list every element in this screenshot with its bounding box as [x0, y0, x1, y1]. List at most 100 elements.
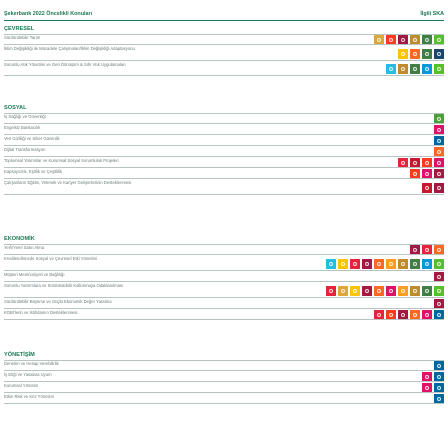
sdg-goal-icon: [422, 372, 432, 382]
sdg-goal-icon: [434, 383, 444, 393]
row-divider: [4, 75, 444, 76]
row-divider: [4, 403, 444, 404]
sdg-goal-icon: [398, 48, 408, 59]
table-row: Çalışanların Eğitim, Yetenek ve Kariyer …: [4, 180, 444, 195]
table-row: İş Etiği ve Yasalara Uyum: [4, 372, 444, 382]
topic-label: Kurumsal Yönetim: [4, 383, 39, 388]
row-divider: [4, 167, 444, 168]
row-divider: [4, 281, 444, 282]
topic-label: Dijital Transformasyon: [4, 147, 46, 152]
table-row: İklim Değişikliği ile Mücadele Çalışmala…: [4, 46, 444, 61]
table-row: Dijital Transformasyon: [4, 147, 444, 157]
sdg-goal-icon: [422, 285, 432, 296]
sdg-icon-group: [398, 158, 444, 168]
sdg-icon-group: [434, 394, 444, 404]
topic-label: Denetim ve Hesap Verebilirlik: [4, 361, 59, 366]
sdg-goal-icon: [410, 158, 420, 168]
sdg-goal-icon: [422, 35, 432, 45]
row-divider: [4, 270, 444, 271]
table-header: Şekerbank 2022 Öncelikli Konuları İlgili…: [4, 11, 444, 23]
row-divider: [4, 319, 444, 320]
row-divider: [4, 392, 444, 393]
sdg-goal-icon: [422, 245, 432, 255]
sdg-icon-group: [434, 299, 444, 309]
sdg-icon-group: [434, 147, 444, 157]
sdg-goal-icon: [434, 285, 444, 296]
sdg-goal-icon: [434, 136, 444, 146]
sdg-goal-icon: [434, 245, 444, 255]
sdg-goal-icon: [434, 125, 444, 135]
topic-label: Kredilendirmede Sosyal ve Çevresel Etki …: [4, 256, 98, 261]
sdg-goal-icon: [350, 258, 360, 269]
table-row: Denetim ve Hesap Verebilirlik: [4, 360, 444, 371]
sdg-goal-icon: [410, 169, 420, 179]
row-divider: [4, 113, 444, 114]
sdg-goal-icon: [434, 147, 444, 157]
topic-label: İş Etiği ve Yasalara Uyum: [4, 372, 52, 377]
sdg-goal-icon: [338, 258, 348, 269]
row-divider: [4, 156, 444, 157]
row-divider: [4, 60, 444, 61]
sdg-goal-icon: [434, 372, 444, 382]
sdg-goal-icon: [398, 64, 408, 74]
sdg-goal-icon: [386, 258, 396, 269]
table-row: Müşteri Memnuniyeti ve Bağlılığı: [4, 272, 444, 282]
table-row: Sürdürülebilir Büyüme ve Güçlü Ekonomik …: [4, 299, 444, 309]
sdg-goal-icon: [410, 258, 420, 269]
topic-label: Sürdürülebilir Büyüme ve Güçlü Ekonomik …: [4, 299, 112, 304]
sdg-goal-icon: [434, 310, 444, 320]
sdg-goal-icon: [398, 258, 408, 269]
sdg-goal-icon: [434, 158, 444, 168]
sdg-goal-icon: [422, 64, 432, 74]
sdg-goal-icon: [434, 48, 444, 59]
section-title: EKONOMİK: [4, 236, 35, 242]
row-divider: [4, 254, 444, 255]
sdg-goal-icon: [434, 361, 444, 371]
sdg-goal-icon: [386, 64, 396, 74]
row-divider: [4, 194, 444, 195]
row-divider: [4, 381, 444, 382]
sdg-icon-group: [434, 361, 444, 371]
sdg-goal-icon: [398, 310, 408, 320]
topic-label: Toplumsal Yatırımlar ve Kurumsal Sosyal …: [4, 158, 119, 163]
sdg-icon-group: [398, 48, 444, 59]
topic-label: İş Sağlığı ve Güvenliği: [4, 114, 46, 119]
table-row: Veri Gizliliği ve Siber Güvenlik: [4, 136, 444, 146]
sdg-goal-icon: [422, 48, 432, 59]
section-title: SOSYAL: [4, 105, 27, 111]
sdg-goal-icon: [362, 285, 372, 296]
section-title: ÇEVRESEL: [4, 26, 35, 32]
section-title: YÖNETİŞİM: [4, 352, 35, 358]
topic-label: Veri Gizliliği ve Siber Güvenlik: [4, 136, 60, 141]
header-topics: Şekerbank 2022 Öncelikli Konuları: [4, 11, 93, 17]
topic-label: Sorumlu Atık Yönetimi ve Geri Dönüşüm & …: [4, 62, 126, 67]
sdg-icon-group: [386, 64, 444, 74]
sdg-goal-icon: [410, 35, 420, 45]
sdg-goal-icon: [410, 245, 420, 255]
row-divider: [4, 297, 444, 298]
row-divider: [4, 123, 444, 124]
table-row: Sürdürülebilir Tarım: [4, 34, 444, 45]
sdg-goal-icon: [410, 64, 420, 74]
header-sdg: İlgili SKA: [420, 11, 444, 17]
sdg-icon-group: [422, 372, 444, 382]
sdg-goal-icon: [422, 158, 432, 168]
row-divider: [4, 34, 444, 35]
sdg-icon-group: [434, 125, 444, 135]
sdg-icon-group: [326, 258, 444, 269]
sdg-goal-icon: [434, 272, 444, 282]
sdg-goal-icon: [410, 310, 420, 320]
sdg-goal-icon: [434, 299, 444, 309]
sdg-icon-group: [410, 245, 444, 255]
sdg-icon-group: [422, 383, 444, 393]
sdg-goal-icon: [338, 285, 348, 296]
table-row: KOBİ'lerin ve İstihdamın Desteklenmesi: [4, 310, 444, 320]
row-divider: [4, 360, 444, 361]
sdg-icon-group: [422, 182, 444, 193]
sdg-goal-icon: [422, 310, 432, 320]
sdg-goal-icon: [434, 394, 444, 404]
row-divider: [4, 370, 444, 371]
row-divider: [4, 308, 444, 309]
sdg-goal-icon: [422, 169, 432, 179]
